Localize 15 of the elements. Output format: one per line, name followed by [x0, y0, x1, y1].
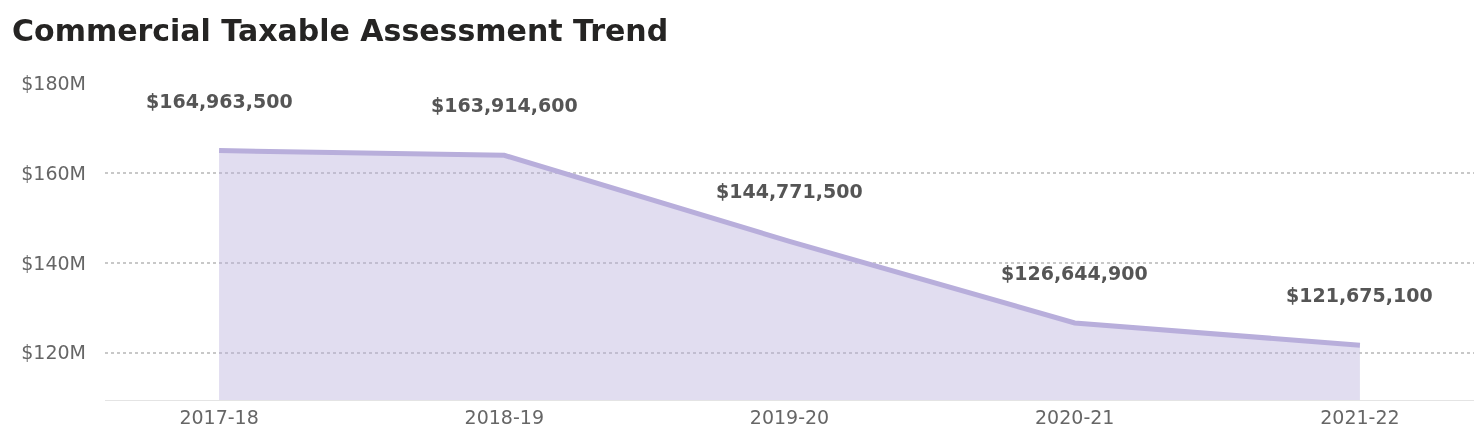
x-tick-label: 2019-20	[749, 405, 830, 428]
data-label: $121,675,100	[1286, 284, 1433, 306]
data-label: $163,914,600	[431, 94, 578, 116]
x-tick-label: 2020-21	[1035, 405, 1115, 428]
x-tick-label: 2017-18	[179, 405, 259, 428]
y-tick-label: $140M	[21, 251, 86, 274]
y-tick-label: $160M	[21, 161, 86, 184]
data-label: $164,963,500	[146, 90, 293, 112]
chart-title: Commercial Taxable Assessment Trend	[12, 12, 669, 48]
x-tick-label: 2021-22	[1320, 405, 1400, 428]
data-label: $144,771,500	[716, 180, 863, 202]
x-tick-label: 2018-19	[464, 405, 544, 428]
y-tick-label: $180M	[21, 71, 86, 94]
y-tick-label: $120M	[21, 341, 86, 364]
data-label: $126,644,900	[1001, 262, 1148, 284]
